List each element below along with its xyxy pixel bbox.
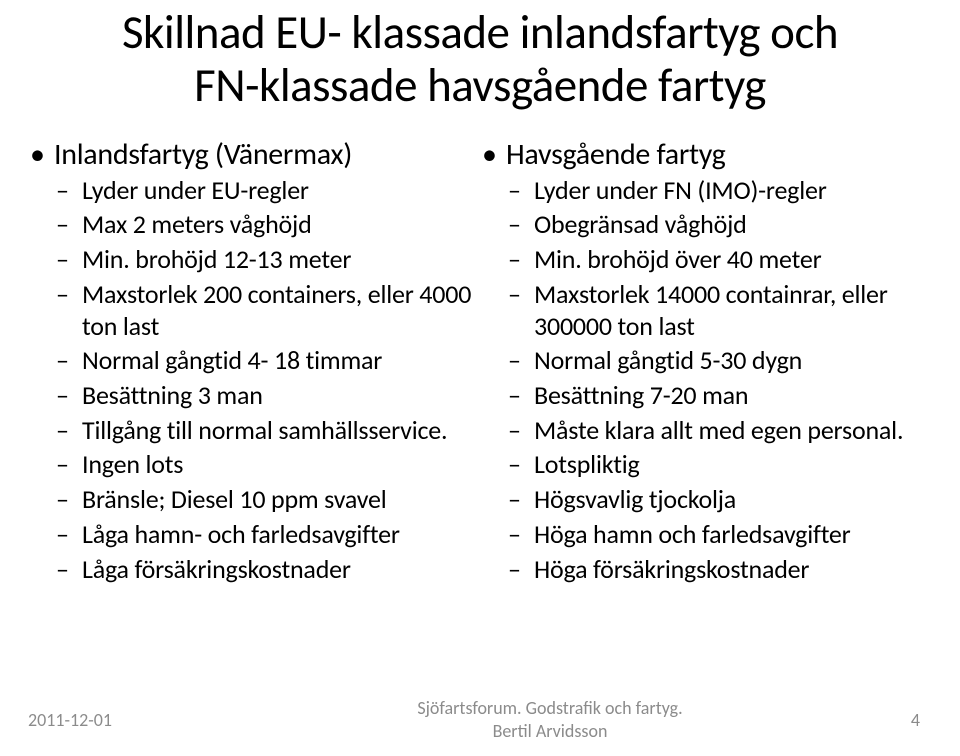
- list-item: Lyder under FN (IMO)-regler: [506, 175, 932, 207]
- left-heading-item: Inlandsfartyg (Vänermax) Lyder under EU-…: [28, 137, 474, 585]
- list-item-text: Lyder under FN (IMO)-regler: [534, 174, 827, 206]
- list-item-text: Maxstorlek 200 containers, eller 4000 to…: [82, 278, 471, 342]
- footer-center: Sjöfartsforum. Godstrafik och fartyg. Be…: [260, 697, 840, 742]
- footer-date: 2011-12-01: [0, 709, 260, 731]
- list-item-text: Maxstorlek 14000 containrar, eller 30000…: [534, 278, 888, 342]
- footer-page-number: 4: [840, 709, 960, 731]
- left-heading: Inlandsfartyg (Vänermax): [54, 136, 352, 173]
- list-item: Maxstorlek 200 containers, eller 4000 to…: [54, 279, 474, 342]
- list-item-text: Max 2 meters våghöjd: [82, 208, 312, 240]
- list-item-text: Låga hamn- och farledsavgifter: [82, 518, 400, 550]
- list-item: Höga försäkringskostnader: [506, 554, 932, 586]
- columns: Inlandsfartyg (Vänermax) Lyder under EU-…: [28, 137, 932, 593]
- list-item-text: Normal gångtid 5-30 dygn: [534, 344, 802, 376]
- list-item-text: Normal gångtid 4- 18 timmar: [82, 344, 382, 376]
- list-item: Lyder under EU-regler: [54, 175, 474, 207]
- list-item: Maxstorlek 14000 containrar, eller 30000…: [506, 279, 932, 342]
- list-item-text: Höga försäkringskostnader: [534, 553, 809, 585]
- right-heading-item: Havsgående fartyg Lyder under FN (IMO)-r…: [480, 137, 932, 585]
- list-item: Besättning 7-20 man: [506, 380, 932, 412]
- list-item-text: Besättning 7-20 man: [534, 379, 748, 411]
- list-item-text: Höga hamn och farledsavgifter: [534, 518, 851, 550]
- list-item: Lotspliktig: [506, 449, 932, 481]
- list-item-text: Besättning 3 man: [82, 379, 263, 411]
- footer-center-line1: Sjöfartsforum. Godstrafik och fartyg.: [417, 697, 682, 719]
- footer-center-line2: Bertil Arvidsson: [493, 720, 608, 742]
- list-item-text: Min. brohöjd 12-13 meter: [82, 243, 351, 275]
- list-item: Låga försäkringskostnader: [54, 554, 474, 586]
- list-item: Besättning 3 man: [54, 380, 474, 412]
- list-item: Min. brohöjd över 40 meter: [506, 244, 932, 276]
- list-item: Höga hamn och farledsavgifter: [506, 519, 932, 551]
- list-item: Min. brohöjd 12-13 meter: [54, 244, 474, 276]
- list-item: Tillgång till normal samhällsservice.: [54, 415, 474, 447]
- list-item-text: Låga försäkringskostnader: [82, 553, 351, 585]
- list-item-text: Högsvavlig tjockolja: [534, 483, 736, 515]
- right-column: Havsgående fartyg Lyder under FN (IMO)-r…: [480, 137, 932, 593]
- right-heading: Havsgående fartyg: [506, 136, 725, 173]
- list-item: Måste klara allt med egen personal.: [506, 415, 932, 447]
- list-item-text: Måste klara allt med egen personal.: [534, 414, 903, 446]
- left-column: Inlandsfartyg (Vänermax) Lyder under EU-…: [28, 137, 480, 593]
- list-item: Normal gångtid 4- 18 timmar: [54, 345, 474, 377]
- title-line-2: FN-klassade havsgående fartyg: [194, 56, 766, 114]
- list-item-text: Min. brohöjd över 40 meter: [534, 243, 821, 275]
- list-item: Ingen lots: [54, 449, 474, 481]
- slide: Skillnad EU- klassade inlandsfartyg och …: [0, 0, 960, 756]
- list-item: Högsvavlig tjockolja: [506, 484, 932, 516]
- list-item-text: Bränsle; Diesel 10 ppm svavel: [82, 483, 387, 515]
- list-item: Låga hamn- och farledsavgifter: [54, 519, 474, 551]
- list-item-text: Obegränsad våghöjd: [534, 208, 747, 240]
- list-item: Obegränsad våghöjd: [506, 209, 932, 241]
- footer: 2011-12-01 Sjöfartsforum. Godstrafik och…: [0, 697, 960, 742]
- list-item: Normal gångtid 5-30 dygn: [506, 345, 932, 377]
- list-item-text: Ingen lots: [82, 448, 183, 480]
- list-item-text: Lotspliktig: [534, 448, 640, 480]
- list-item: Bränsle; Diesel 10 ppm svavel: [54, 484, 474, 516]
- list-item-text: Tillgång till normal samhällsservice.: [82, 414, 447, 446]
- list-item: Max 2 meters våghöjd: [54, 209, 474, 241]
- list-item-text: Lyder under EU-regler: [82, 174, 309, 206]
- slide-title: Skillnad EU- klassade inlandsfartyg och …: [28, 6, 932, 111]
- title-line-1: Skillnad EU- klassade inlandsfartyg och: [122, 3, 838, 61]
